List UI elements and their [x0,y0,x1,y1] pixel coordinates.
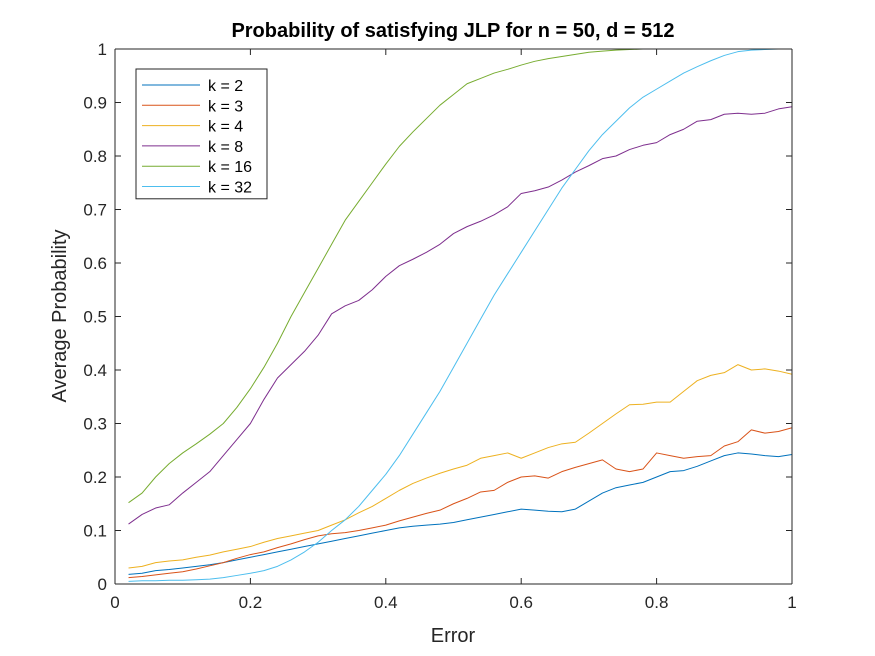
x-tick-label: 0.4 [374,593,398,612]
legend-label-2: k = 4 [208,119,243,136]
legend: k = 2 k = 3 k = 4 k = 8 k = 16 k = 32 [135,68,268,200]
series-line-2 [128,364,793,569]
legend-label-3: k = 8 [208,139,243,156]
legend-label-0: k = 2 [208,78,243,95]
y-tick-label: 0.9 [83,94,107,113]
x-tick-label: 0.8 [645,593,669,612]
y-tick-label: 0.7 [83,201,107,220]
legend-label-4: k = 16 [208,159,252,176]
x-tick-label: 1 [787,593,796,612]
plot-lines [128,48,793,582]
x-tick-label: 0.2 [239,593,263,612]
x-axis-ticks: 0 0.2 0.4 0.6 0.8 1 [110,49,797,612]
y-tick-label: 0.8 [83,147,107,166]
x-tick-label: 0.6 [509,593,533,612]
y-axis-label: Average Probability [49,229,71,402]
y-tick-label: 0.1 [83,522,107,541]
y-tick-label: 0.3 [83,415,107,434]
y-axis-ticks: 0 0.1 0.2 0.3 0.4 0.5 0.6 0.7 0.8 0.9 1 [83,40,792,594]
chart-title: Probability of satisfying JLP for n = 50… [231,20,674,42]
series-line-5 [128,48,792,582]
legend-label-5: k = 32 [208,180,252,197]
y-tick-label: 0.5 [83,308,107,327]
y-tick-label: 0.4 [83,361,107,380]
legend-label-1: k = 3 [208,98,243,115]
y-tick-label: 0.2 [83,468,107,487]
y-tick-label: 0.6 [83,254,107,273]
x-axis-label: Error [431,625,476,647]
series-line-0 [128,452,793,575]
y-tick-label: 0 [98,575,107,594]
y-tick-label: 1 [98,40,107,59]
series-line-1 [128,427,793,579]
x-tick-label: 0 [110,593,119,612]
legend-box [135,68,268,200]
series-line-3 [128,106,793,525]
